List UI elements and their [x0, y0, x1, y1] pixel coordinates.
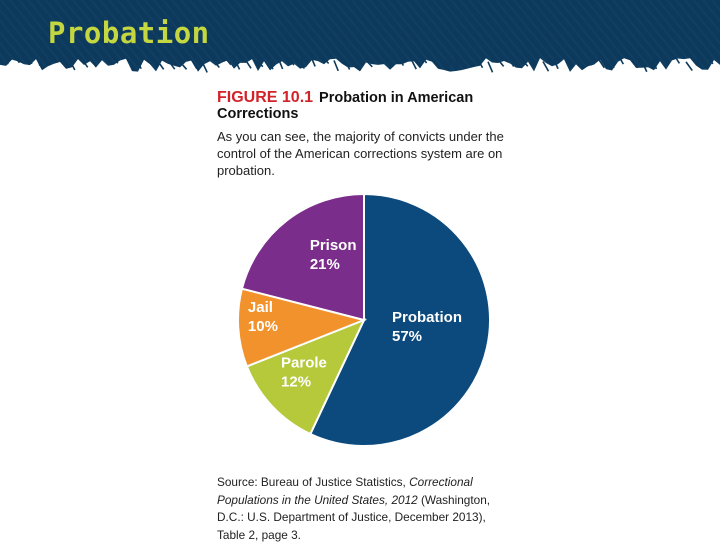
pie-slice-jail [237, 287, 368, 368]
slice-value-prison: 21% [310, 256, 340, 273]
figure-caption: As you can see, the majority of convicts… [217, 129, 504, 178]
pie-slice-probation [309, 192, 491, 447]
slice-label-prison: Prison [310, 237, 357, 254]
figure-label: FIGURE 10.1 [217, 89, 314, 106]
source-prefix: Source: Bureau of Justice Statistics, [217, 475, 406, 489]
source-note: Source: Bureau of Justice Statistics, Co… [217, 474, 517, 544]
slice-value-jail: 10% [248, 318, 278, 335]
source-suffix: (Washington, D.C.: U.S. Department of Ju… [217, 492, 491, 542]
slice-label-parole: Parole [281, 354, 327, 371]
slice-value-parole: 12% [281, 373, 311, 390]
pie-slice-prison [240, 192, 365, 322]
figure-block: FIGURE 10.1 Probation in American Correct… [217, 90, 517, 179]
brush-texture [0, 0, 720, 74]
source-work-title: Correctional Populations in the United S… [217, 475, 473, 507]
figure-title: Probation in American Corrections [217, 90, 474, 122]
slide-title: Probation [48, 16, 210, 50]
pie-slice-parole [245, 318, 366, 436]
pie-chart: Probation 57% Parole 12% Jail 10% Prison 21% [237, 192, 491, 447]
slice-label-jail: Jail [248, 299, 273, 316]
slice-label-probation: Probation [392, 309, 462, 326]
header-banner: Probation [0, 0, 720, 74]
slice-value-probation: 57% [392, 328, 422, 345]
figure-heading: FIGURE 10.1 Probation in American Correct… [217, 89, 517, 123]
